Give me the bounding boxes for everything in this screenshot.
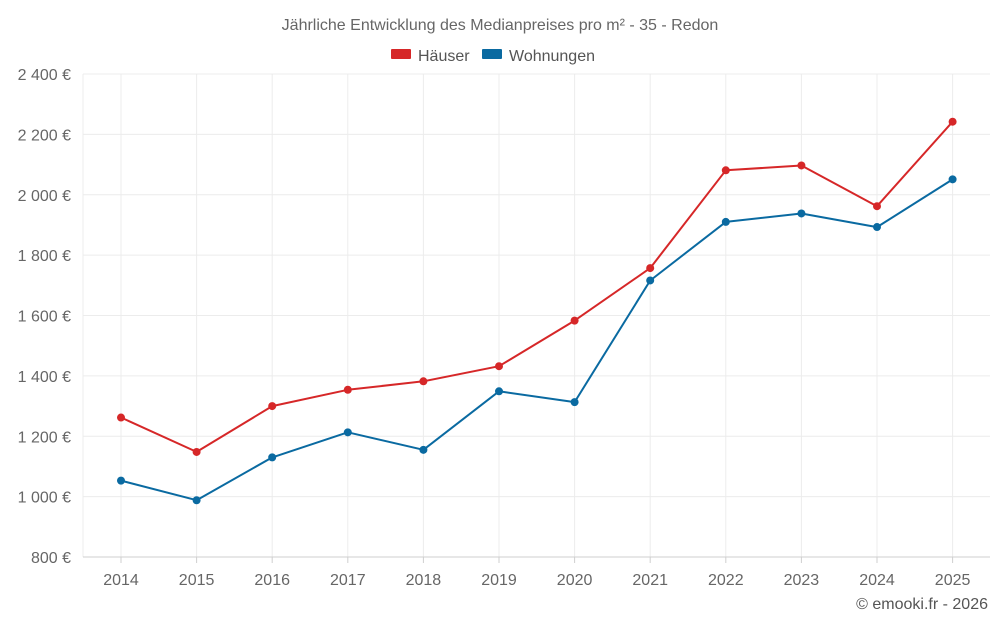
x-tick-label: 2015 — [179, 572, 215, 589]
data-point-haeuser[interactable] — [646, 264, 655, 273]
data-point-haeuser[interactable] — [873, 202, 881, 211]
data-point-haeuser[interactable] — [419, 377, 428, 386]
legend-item-wohnungen[interactable]: Wohnungen — [482, 48, 595, 65]
legend-label-haeuser: Häuser — [418, 48, 470, 65]
data-point-wohnungen[interactable] — [343, 428, 352, 437]
x-tick-label: 2017 — [330, 572, 366, 589]
data-point-wohnungen[interactable] — [268, 453, 277, 462]
series-line-wohnungen — [120, 178, 954, 502]
y-tick-label: 2 000 € — [18, 188, 71, 205]
y-axis: 800 € 1 000 € 1 200 € 1 400 € 1 600 € 1 800 €… — [18, 67, 84, 567]
y-tick-label: 2 400 € — [18, 67, 71, 84]
y-tick-label: 1 800 € — [18, 248, 71, 265]
x-tick-label: 2014 — [103, 572, 139, 589]
x-tick-label: 2021 — [632, 572, 668, 589]
y-tick-label: 2 200 € — [18, 127, 71, 144]
legend-swatch-haeuser — [391, 49, 411, 59]
data-point-wohnungen[interactable] — [646, 276, 655, 285]
data-point-haeuser[interactable] — [343, 385, 352, 394]
data-point-haeuser[interactable] — [797, 161, 806, 170]
data-point-haeuser[interactable] — [117, 413, 125, 422]
y-tick-label: 1 400 € — [18, 369, 71, 386]
x-tick-label: 2024 — [859, 572, 895, 589]
data-point-wohnungen[interactable] — [117, 476, 125, 485]
x-axis: 2014 2015 2016 2017 2018 2019 2020 2021 2022 2023… — [83, 556, 990, 589]
x-tick-label: 2018 — [406, 572, 442, 589]
x-tick-label: 2020 — [557, 572, 593, 589]
x-tick-label: 2025 — [935, 572, 971, 589]
data-point-wohnungen[interactable] — [721, 217, 730, 226]
data-point-haeuser[interactable] — [192, 447, 201, 456]
data-point-haeuser[interactable] — [948, 117, 957, 126]
y-tick-label: 1 000 € — [18, 490, 71, 507]
series-haeuser — [117, 117, 957, 456]
grid-lines — [83, 73, 990, 557]
data-point-wohnungen[interactable] — [948, 175, 957, 184]
data-point-haeuser[interactable] — [721, 166, 730, 175]
series-wohnungen — [117, 175, 957, 505]
data-point-wohnungen[interactable] — [797, 209, 806, 218]
data-point-haeuser[interactable] — [570, 316, 579, 325]
legend-swatch-wohnungen — [482, 49, 502, 59]
data-point-wohnungen[interactable] — [192, 496, 201, 505]
x-tick-label: 2019 — [481, 572, 517, 589]
data-point-wohnungen[interactable] — [495, 387, 503, 396]
x-tick-label: 2022 — [708, 572, 744, 589]
legend-item-haeuser[interactable]: Häuser — [391, 48, 470, 65]
series-layer — [117, 117, 957, 505]
data-point-haeuser[interactable] — [495, 362, 503, 371]
data-point-haeuser[interactable] — [268, 402, 277, 411]
data-point-wohnungen[interactable] — [873, 223, 881, 232]
data-point-wohnungen[interactable] — [419, 445, 428, 454]
x-tick-label: 2023 — [784, 572, 820, 589]
y-tick-label: 800 € — [31, 550, 71, 567]
series-line-haeuser — [120, 121, 954, 453]
x-tick-label: 2016 — [254, 572, 290, 589]
y-tick-label: 1 200 € — [18, 429, 71, 446]
legend: Häuser Wohnungen — [391, 48, 595, 65]
y-tick-label: 1 600 € — [18, 309, 71, 326]
credit-text: © emooki.fr - 2026 — [856, 596, 988, 613]
data-point-wohnungen[interactable] — [570, 398, 579, 407]
chart-title: Jährliche Entwicklung des Medianpreises … — [282, 17, 719, 34]
legend-label-wohnungen: Wohnungen — [509, 48, 595, 65]
